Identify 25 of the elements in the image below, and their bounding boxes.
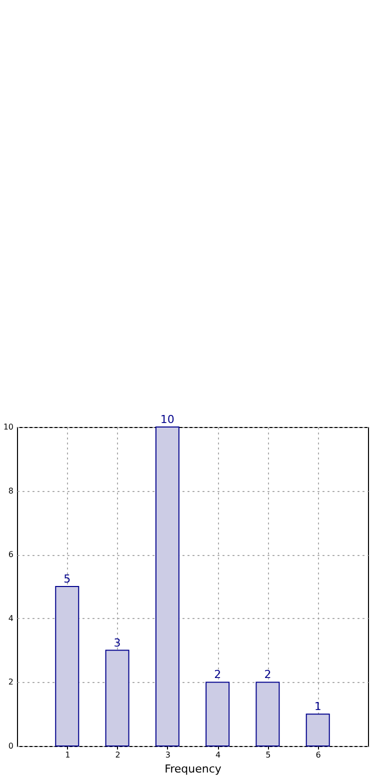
bar xyxy=(306,714,330,746)
y-tick-label: 0 xyxy=(8,742,14,750)
y-tick-label: 2 xyxy=(8,678,14,687)
x-tick-label: 2 xyxy=(115,750,120,760)
data-label: 3 xyxy=(114,636,121,650)
x-tick-label: 3 xyxy=(165,750,170,760)
x-tick-label: 5 xyxy=(266,750,271,760)
bar xyxy=(256,682,280,746)
data-label: 5 xyxy=(64,572,71,586)
bar xyxy=(105,650,130,746)
x-tick-label: 4 xyxy=(216,750,221,760)
y-tick-label: 6 xyxy=(8,550,14,560)
x-tick-label: 1 xyxy=(65,750,70,760)
data-label: 1 xyxy=(314,700,322,714)
x-axis-title: Frequency xyxy=(164,762,222,776)
data-label: 2 xyxy=(214,668,222,682)
data-label: 2 xyxy=(264,668,272,682)
y-tick-label: 10 xyxy=(3,422,14,432)
bar xyxy=(206,682,230,746)
y-tick-label: 8 xyxy=(8,486,14,496)
y-tick-label: 4 xyxy=(8,614,14,623)
x-tick-label: 6 xyxy=(316,750,321,760)
data-label: 10 xyxy=(160,413,174,426)
bar xyxy=(55,586,80,746)
bar xyxy=(155,426,180,746)
